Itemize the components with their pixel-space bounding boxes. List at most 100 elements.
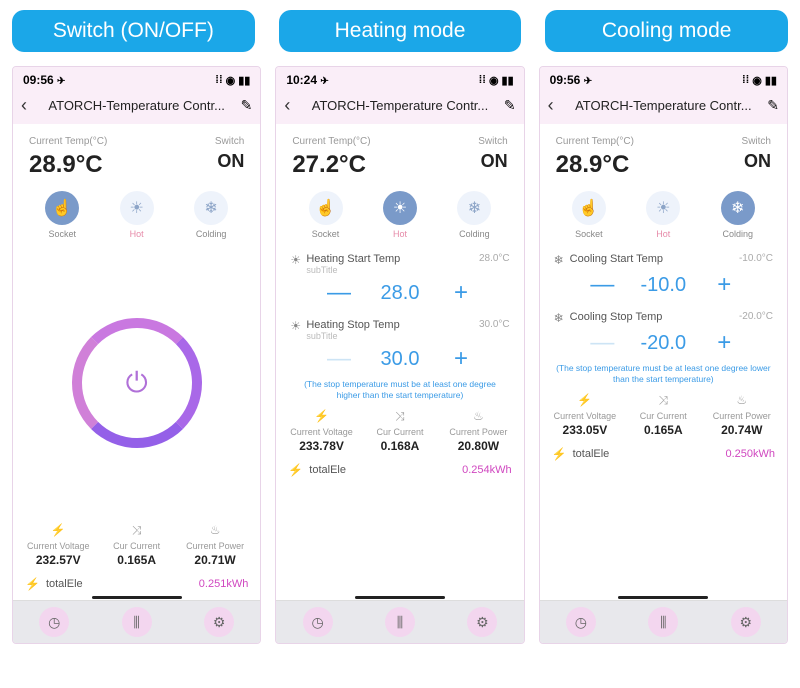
mode-socket[interactable]: ☝ Socket <box>45 191 79 239</box>
mode-colding[interactable]: ❄ Colding <box>721 191 755 239</box>
nav-stats[interactable]: ⫼ <box>648 607 678 637</box>
signal-icon: ⁞⁞ <box>479 74 486 86</box>
battery-icon: ▮▮ <box>238 74 250 87</box>
metric-label: Current Voltage <box>19 541 97 551</box>
temp-stepper: — 28.0 + <box>290 275 509 311</box>
temp-setting-row: ☀ Heating Start Temp subTitle 28.0°C — 2… <box>286 247 513 313</box>
mode-hot[interactable]: ☀ Hot <box>383 191 417 239</box>
app-title: ATORCH-Temperature Contr... <box>39 98 234 113</box>
plus-button[interactable]: + <box>449 345 473 373</box>
mode-label: Socket <box>312 229 340 239</box>
snowflake-icon: ❄ <box>457 191 491 225</box>
bolt-icon: ⚡ <box>282 409 360 425</box>
edit-button[interactable]: ✎ <box>498 97 516 114</box>
plus-button[interactable]: + <box>712 329 736 357</box>
signal-icon: ⁞⁞ <box>742 74 749 86</box>
metric-label: Current Voltage <box>282 427 360 437</box>
plus-button[interactable]: + <box>449 279 473 307</box>
clock-icon: ◷ <box>575 614 587 631</box>
hand-icon: ☝ <box>45 191 79 225</box>
temp-label: Current Temp(°C) <box>556 136 742 147</box>
total-label: totalEle <box>309 464 462 476</box>
nav-stats[interactable]: ⫼ <box>385 607 415 637</box>
nav-clock[interactable]: ◷ <box>566 607 596 637</box>
metric-value: 0.165A <box>97 553 175 567</box>
metric-label: Cur Current <box>624 411 702 421</box>
power-button[interactable]: ⏻ <box>72 318 202 448</box>
temp-value: 28.9°C <box>29 151 215 179</box>
header-tabs: Switch (ON/OFF) Heating mode Cooling mod… <box>12 10 788 52</box>
bars-icon: ⫼ <box>397 614 403 631</box>
metric-label: Current Power <box>176 541 254 551</box>
temp-stepper: — -10.0 + <box>554 267 773 303</box>
setting-title: Cooling Start Temp <box>570 253 739 265</box>
total-energy-row: ⚡ totalEle 0.254kWh <box>276 455 523 481</box>
status-time: 09:56 ✈ <box>550 73 592 87</box>
energy-icon: ⚡ <box>288 463 303 477</box>
status-time: 10:24 ✈ <box>286 73 328 87</box>
total-energy-row: ⚡ totalEle 0.251kWh <box>13 569 260 595</box>
mode-selector: ☝ Socket ☀ Hot ❄ Colding <box>13 187 260 247</box>
app-bar: ‹ ATORCH-Temperature Contr... ✎ <box>276 91 523 124</box>
temp-setting-row: ❄ Cooling Start Temp -10.0°C — -10.0 + <box>550 247 777 305</box>
mode-socket[interactable]: ☝ Socket <box>572 191 606 239</box>
total-energy-row: ⚡ totalEle 0.250kWh <box>540 439 787 465</box>
back-button[interactable]: ‹ <box>21 95 39 116</box>
bolt-icon: ⚡ <box>546 393 624 409</box>
metric-label: Cur Current <box>361 427 439 437</box>
phone-screen: 09:56 ✈ ⁞⁞ ◉ ▮▮ ‹ ATORCH-Temperature Con… <box>539 66 788 644</box>
mode-label: Colding <box>196 229 227 239</box>
stepper-value: -10.0 <box>638 274 688 297</box>
mode-socket[interactable]: ☝ Socket <box>309 191 343 239</box>
clock-icon: ◷ <box>48 614 60 631</box>
metric-current: ⤨ Cur Current 0.165A <box>97 523 175 567</box>
energy-icon: ⚡ <box>25 577 40 591</box>
mode-label: Hot <box>393 229 407 239</box>
flame-icon: ♨ <box>703 393 781 409</box>
switch-value: ON <box>742 151 771 172</box>
nav-stats[interactable]: ⫼ <box>122 607 152 637</box>
shuffle-icon: ⤨ <box>624 393 702 409</box>
back-button[interactable]: ‹ <box>284 95 302 116</box>
power-icon: ⏻ <box>126 367 148 400</box>
total-label: totalEle <box>46 578 199 590</box>
phone-screen: 09:56 ✈ ⁞⁞ ◉ ▮▮ ‹ ATORCH-Temperature Con… <box>12 66 261 644</box>
metric-label: Current Voltage <box>546 411 624 421</box>
phone-screen: 10:24 ✈ ⁞⁞ ◉ ▮▮ ‹ ATORCH-Temperature Con… <box>275 66 524 644</box>
metric-label: Cur Current <box>97 541 175 551</box>
status-bar: 09:56 ✈ ⁞⁞ ◉ ▮▮ <box>540 67 787 91</box>
minus-button[interactable]: — <box>327 345 351 373</box>
tab-heating: Heating mode <box>279 10 522 52</box>
nav-clock[interactable]: ◷ <box>303 607 333 637</box>
mode-hot[interactable]: ☀ Hot <box>646 191 680 239</box>
metric-voltage: ⚡ Current Voltage 233.05V <box>546 393 624 437</box>
plus-button[interactable]: + <box>712 271 736 299</box>
edit-button[interactable]: ✎ <box>234 97 252 114</box>
minus-button[interactable]: — <box>590 329 614 357</box>
total-value: 0.251kWh <box>199 578 249 590</box>
setting-subtitle: subTitle <box>306 265 479 275</box>
home-indicator <box>92 596 182 599</box>
temp-value: 28.9°C <box>556 151 742 179</box>
edit-button[interactable]: ✎ <box>761 97 779 114</box>
minus-button[interactable]: — <box>590 271 614 299</box>
nav-settings[interactable]: ⚙ <box>467 607 497 637</box>
mode-hot[interactable]: ☀ Hot <box>120 191 154 239</box>
metric-value: 233.05V <box>546 423 624 437</box>
nav-clock[interactable]: ◷ <box>39 607 69 637</box>
mode-colding[interactable]: ❄ Colding <box>457 191 491 239</box>
metrics-row: ⚡ Current Voltage 232.57V ⤨ Cur Current … <box>13 519 260 569</box>
mode-colding[interactable]: ❄ Colding <box>194 191 228 239</box>
status-time: 09:56 ✈ <box>23 73 65 87</box>
nav-settings[interactable]: ⚙ <box>731 607 761 637</box>
battery-icon: ▮▮ <box>502 74 514 87</box>
metric-value: 20.80W <box>439 439 517 453</box>
switch-block: Switch ON <box>215 136 244 179</box>
back-button[interactable]: ‹ <box>548 95 566 116</box>
status-icons: ⁞⁞ ◉ ▮▮ <box>479 74 514 87</box>
sun-icon: ☀ <box>646 191 680 225</box>
clock-icon: ◷ <box>311 614 323 631</box>
minus-button[interactable]: — <box>327 279 351 307</box>
nav-settings[interactable]: ⚙ <box>204 607 234 637</box>
metric-value: 232.57V <box>19 553 97 567</box>
